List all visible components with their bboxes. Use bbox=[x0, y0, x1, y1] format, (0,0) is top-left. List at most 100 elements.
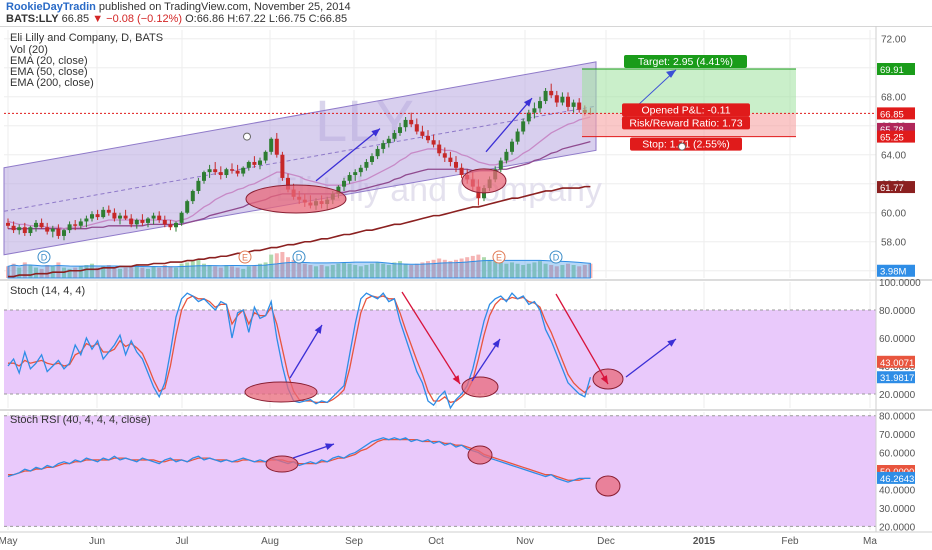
candle-body bbox=[118, 215, 122, 219]
volume-bar bbox=[95, 267, 100, 278]
volume-bar bbox=[515, 263, 520, 278]
candle-body bbox=[34, 222, 38, 228]
annotation-arrow bbox=[315, 128, 381, 182]
event-marker-D bbox=[37, 250, 51, 264]
candle-body bbox=[370, 156, 374, 162]
volume-bar bbox=[375, 262, 380, 278]
volume-bar bbox=[112, 267, 117, 278]
candle-body bbox=[22, 227, 27, 234]
candle-body bbox=[459, 167, 464, 176]
highlight-ellipse bbox=[265, 455, 299, 473]
stoch-tick-label: 100.0000 bbox=[879, 278, 921, 289]
long-position-tool[interactable]: Target: 2.95 (4.41%) Opened P&L: -0.11Ris… bbox=[4, 55, 876, 151]
volume-bar bbox=[454, 259, 458, 278]
time-tick-label: Jun bbox=[89, 536, 105, 547]
price-change: −0.08 (−0.12%) bbox=[106, 13, 183, 25]
chart-canvas[interactable]: LLY Eli Lilly and Company Target: 2.95 (… bbox=[0, 26, 932, 550]
volume-bar bbox=[364, 265, 369, 278]
volume-bar bbox=[134, 265, 139, 278]
candle-body bbox=[6, 222, 10, 226]
price-tag: 61.77 bbox=[880, 183, 904, 194]
volume-bar bbox=[442, 259, 447, 278]
volume-bar bbox=[45, 265, 50, 278]
volume-bar bbox=[190, 261, 195, 278]
volume-bar bbox=[532, 262, 537, 278]
legend-ema20: EMA (20, close) bbox=[10, 55, 88, 67]
candle-body bbox=[67, 224, 72, 231]
volume-bar bbox=[381, 263, 386, 278]
stochrsi-tick-label: 40.0000 bbox=[879, 485, 916, 496]
ema20-line bbox=[7, 116, 591, 230]
volume-bar bbox=[157, 267, 162, 278]
candle-body bbox=[375, 148, 380, 157]
annotation-arrow-head bbox=[492, 339, 500, 348]
stochrsi-tick-label: 20.0000 bbox=[879, 522, 916, 533]
volume-bar bbox=[353, 265, 358, 278]
volume-bar bbox=[487, 259, 492, 278]
candle-body bbox=[196, 180, 201, 191]
regression-channel bbox=[3, 61, 597, 256]
candle-body bbox=[414, 124, 419, 132]
candle-body bbox=[112, 212, 117, 219]
volume-bar bbox=[426, 261, 430, 278]
volume-bar bbox=[162, 265, 167, 278]
volume-bar bbox=[106, 265, 111, 278]
volume-bar bbox=[56, 262, 61, 278]
event-marker-label: E bbox=[496, 253, 502, 263]
candle-body bbox=[381, 143, 386, 149]
candle-body bbox=[140, 219, 145, 223]
highlight-ellipse bbox=[467, 445, 493, 465]
candle-body bbox=[269, 138, 274, 152]
legend-ema50: EMA (50, close) bbox=[10, 66, 88, 78]
volume-bar bbox=[73, 267, 78, 278]
volume-bars bbox=[6, 252, 593, 279]
volume-bar bbox=[218, 267, 223, 278]
volume-bar bbox=[521, 265, 526, 278]
candle-body bbox=[364, 161, 369, 168]
event-marker-D bbox=[549, 250, 563, 264]
published-text: published on TradingView.com, November 2… bbox=[98, 1, 351, 13]
time-tick-label: Dec bbox=[597, 536, 615, 547]
event-marker-label: D bbox=[296, 253, 303, 263]
price-tag: 66.85 bbox=[880, 109, 904, 120]
time-tick-label: Nov bbox=[516, 536, 534, 547]
candle-body bbox=[543, 90, 548, 102]
volume-bar bbox=[342, 262, 346, 278]
volume-bar bbox=[17, 267, 22, 278]
annotation-arrow bbox=[625, 338, 677, 378]
volume-bar bbox=[459, 258, 464, 278]
candle-body bbox=[454, 161, 458, 168]
candle-body bbox=[17, 227, 22, 231]
risk-reward-label: Risk/Reward Ratio: 1.73 bbox=[629, 117, 742, 129]
ema200-line bbox=[8, 185, 591, 278]
author-link[interactable]: RookieDayTradin bbox=[6, 1, 96, 13]
legend-vol: Vol (20) bbox=[10, 44, 48, 56]
time-tick-label: Feb bbox=[781, 536, 799, 547]
volume-bar bbox=[179, 263, 184, 278]
price-tick-label: 60.00 bbox=[881, 209, 906, 220]
target-arrow-head bbox=[666, 69, 676, 78]
annotation-arrow-head bbox=[371, 128, 380, 137]
candle-body bbox=[123, 215, 128, 219]
event-marker-label: E bbox=[242, 253, 248, 263]
volume-bar bbox=[67, 268, 72, 278]
annotation-arrow-head bbox=[325, 443, 334, 450]
candle-body bbox=[241, 167, 246, 174]
target-label-bg bbox=[624, 55, 747, 69]
volume-bar bbox=[543, 263, 548, 278]
volume-bar bbox=[28, 265, 33, 278]
volume-bar bbox=[504, 263, 509, 278]
highlight-ellipse bbox=[461, 168, 507, 194]
candle-body bbox=[151, 215, 156, 219]
candle-body bbox=[78, 221, 83, 226]
volume-bar bbox=[146, 268, 150, 278]
stoch-tag: 43.0071 bbox=[880, 358, 914, 369]
candle-body bbox=[280, 154, 285, 178]
candle-body bbox=[386, 138, 391, 144]
candle-body bbox=[554, 95, 559, 103]
volume-bar bbox=[358, 266, 363, 278]
volume-bar bbox=[319, 265, 324, 278]
price-tag: 3.98M bbox=[880, 267, 906, 278]
candle-body bbox=[146, 218, 150, 223]
